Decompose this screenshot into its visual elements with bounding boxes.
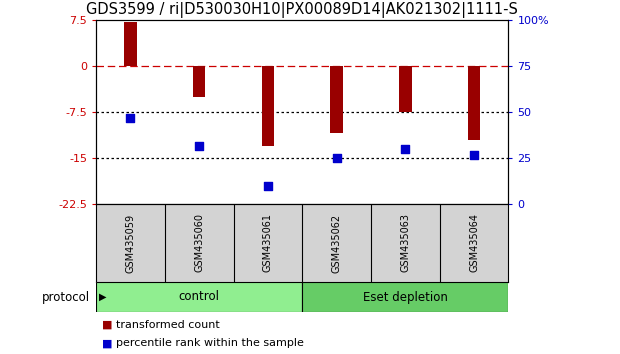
Text: GSM435061: GSM435061 (263, 213, 273, 273)
Text: transformed count: transformed count (116, 320, 219, 330)
Text: Eset depletion: Eset depletion (363, 291, 448, 303)
Point (194, 143, 204, 149)
Title: GDS3599 / ri|D530030H10|PX00089D14|AK021302|1111-S: GDS3599 / ri|D530030H10|PX00089D14|AK021… (86, 2, 518, 18)
Point (401, 146, 410, 152)
Text: protocol: protocol (42, 291, 90, 303)
Bar (124, 22, 136, 66)
Bar (468, 66, 481, 139)
Point (469, 152, 479, 158)
FancyBboxPatch shape (96, 282, 302, 312)
FancyBboxPatch shape (302, 282, 508, 312)
Text: ■: ■ (102, 338, 113, 348)
Text: GSM435064: GSM435064 (469, 213, 479, 273)
Point (125, 115, 135, 121)
Text: GSM435060: GSM435060 (194, 213, 204, 273)
Text: GSM435063: GSM435063 (401, 213, 410, 273)
Text: GSM435062: GSM435062 (332, 213, 342, 273)
Text: GSM435059: GSM435059 (125, 213, 135, 273)
Text: ▶: ▶ (99, 292, 107, 302)
Text: percentile rank within the sample: percentile rank within the sample (116, 338, 304, 348)
Bar (262, 66, 274, 146)
Point (332, 155, 342, 161)
Bar (193, 66, 205, 97)
Text: ■: ■ (102, 320, 113, 330)
Bar (330, 66, 343, 133)
Bar (399, 66, 412, 112)
Text: control: control (179, 291, 219, 303)
Point (263, 183, 273, 188)
